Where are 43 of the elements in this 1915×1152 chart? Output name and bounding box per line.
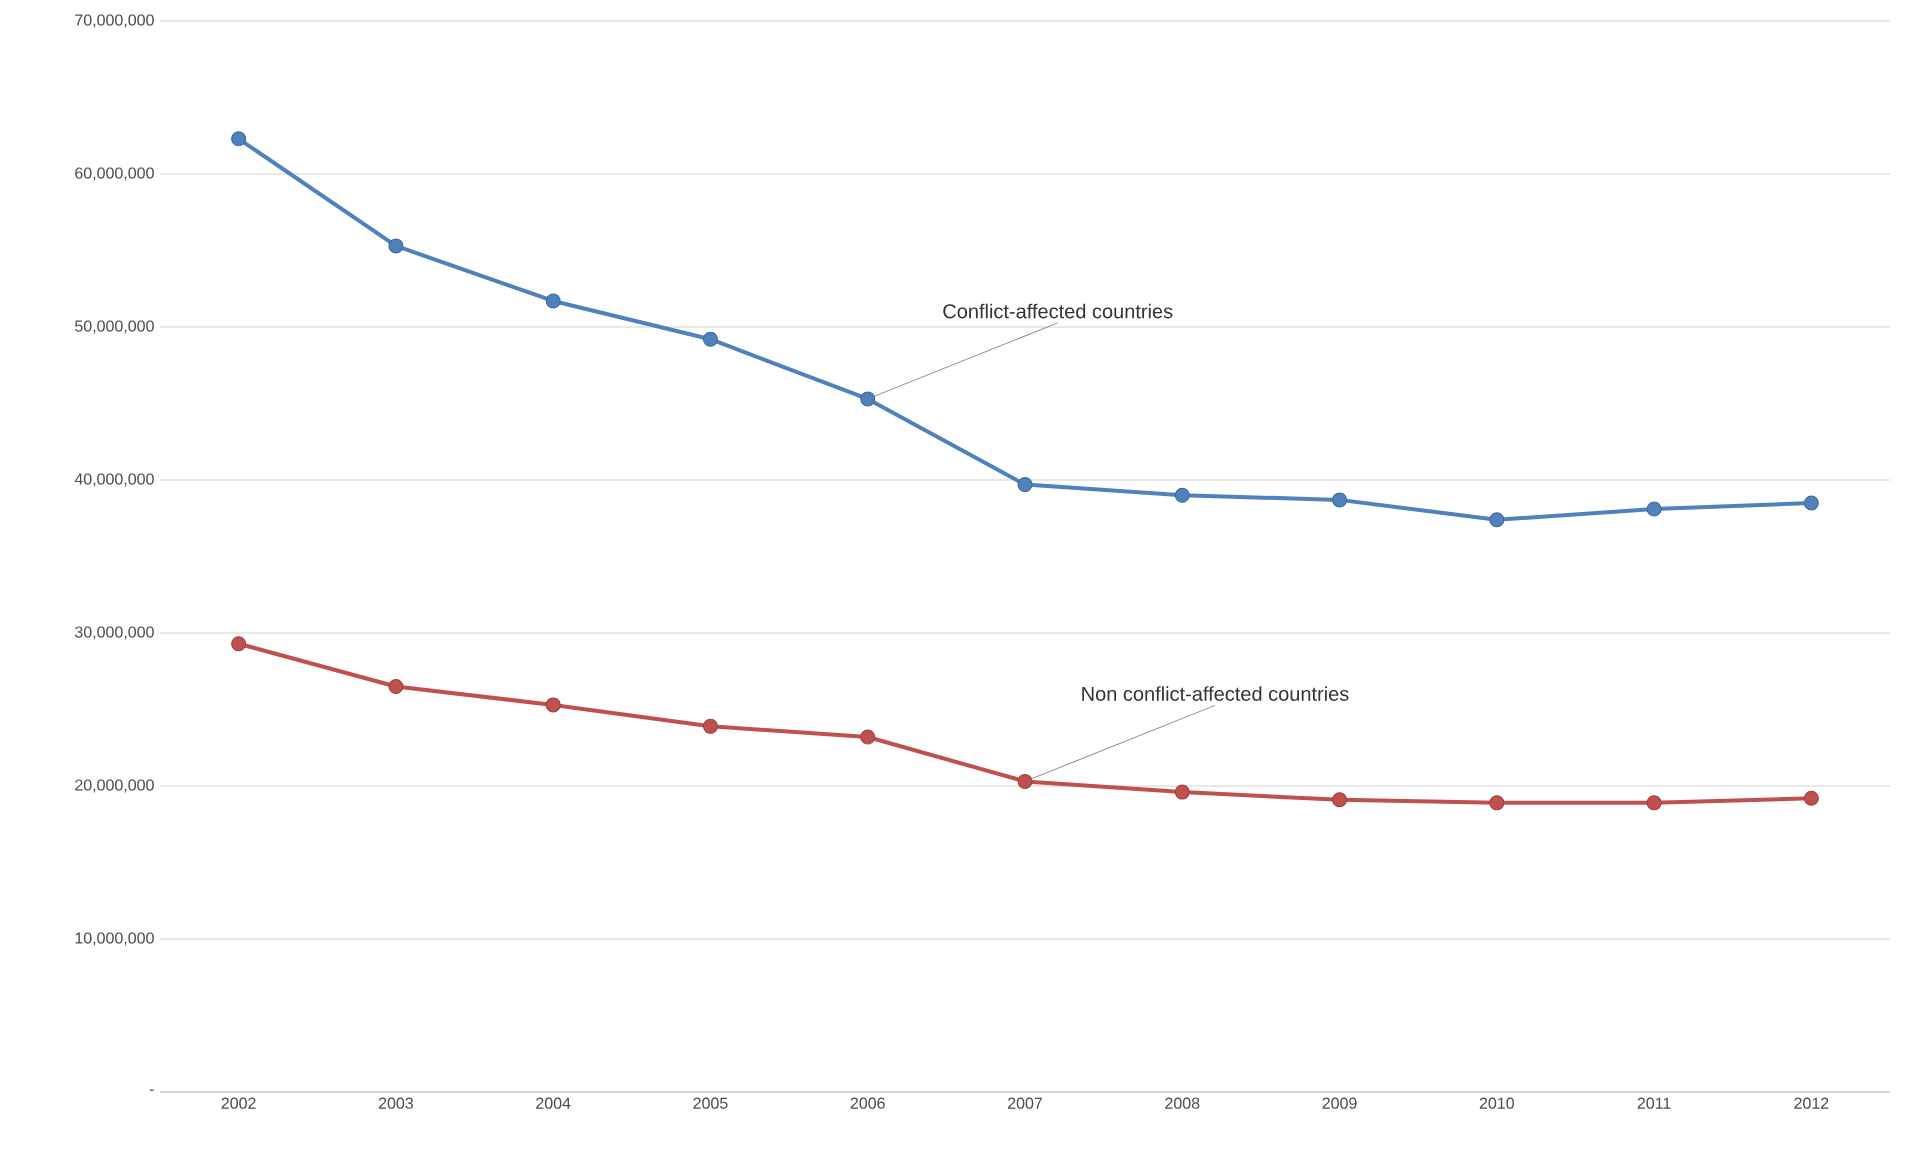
point: [1332, 492, 1348, 508]
point: [1174, 487, 1190, 503]
annotation: Non conflict-affected countries: [1082, 686, 1349, 701]
x-tick-label: 2012: [1794, 1097, 1829, 1109]
point: [388, 238, 404, 254]
point: [1646, 501, 1662, 517]
point: [1332, 792, 1348, 808]
x-tick-label: 2008: [1165, 1097, 1200, 1109]
y-tick-label: 30,000,000: [75, 626, 154, 640]
point: [1017, 477, 1033, 493]
point: [860, 729, 876, 745]
point: [1646, 795, 1662, 811]
point: [545, 697, 561, 713]
point: [231, 636, 247, 652]
x-tick-label: 2009: [1322, 1097, 1357, 1109]
point: [545, 293, 561, 309]
x-tick-label: 2003: [378, 1097, 413, 1109]
point: [702, 718, 718, 734]
y-tick-label: -: [149, 1089, 154, 1091]
point: [1803, 790, 1819, 806]
x-tick-label: 2010: [1479, 1097, 1514, 1109]
point: [1174, 784, 1190, 800]
y-tick-label: 40,000,000: [74, 473, 154, 487]
y-tick-label: 60,000,000: [75, 167, 154, 181]
point: [860, 391, 876, 407]
x-tick-label: 2011: [1637, 1097, 1671, 1109]
point: [702, 331, 718, 347]
x-tick-label: 2004: [536, 1097, 571, 1109]
point: [1489, 795, 1505, 811]
x-tick-label: 2006: [850, 1097, 885, 1109]
x-tick-label: 2002: [221, 1097, 256, 1109]
y-tick-label: 20,000,000: [75, 779, 154, 793]
point: [1489, 512, 1505, 528]
x-tick-label: 2007: [1008, 1097, 1042, 1109]
point: [1017, 773, 1033, 789]
point: [388, 679, 404, 695]
point: [231, 131, 247, 147]
x-tick-label: 2005: [693, 1097, 728, 1109]
point: [1803, 495, 1819, 511]
annotation: Conflict-affected countries: [943, 303, 1173, 319]
y-tick-label: 50,000,000: [75, 320, 154, 334]
y-tick-label: 70,000,000: [75, 14, 154, 28]
y-tick-label: 10,000,000: [75, 932, 154, 946]
